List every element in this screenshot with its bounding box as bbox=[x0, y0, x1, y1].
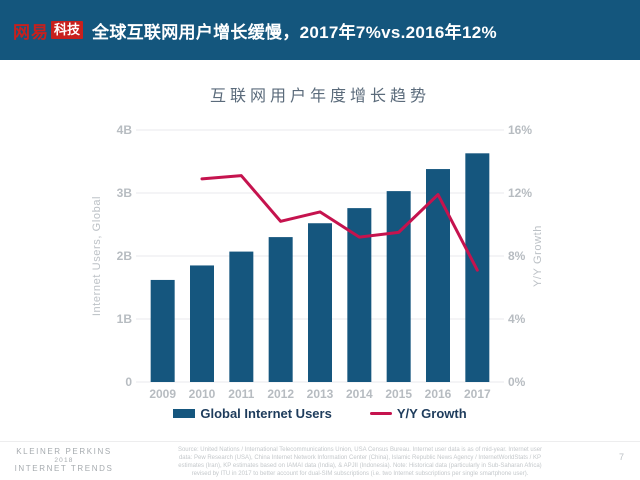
x-axis-label-2009: 2009 bbox=[149, 387, 176, 401]
netease-tech-logo: 网易 科技 bbox=[13, 18, 84, 43]
right-axis-title: Y/Y Growth bbox=[532, 225, 544, 287]
legend-item-users: Global Internet Users bbox=[173, 406, 332, 421]
x-axis-label-2012: 2012 bbox=[267, 387, 294, 401]
netease-logo-text: 网易 bbox=[13, 22, 49, 42]
left-axis-tick: 0 bbox=[125, 375, 132, 389]
brand-year: 2018 bbox=[54, 457, 74, 464]
legend-label-users: Global Internet Users bbox=[200, 406, 332, 421]
bar-2012 bbox=[268, 237, 293, 382]
x-axis-label-2016: 2016 bbox=[425, 387, 452, 401]
source-line-2: data: Pew Research (USA), China Internet… bbox=[178, 455, 542, 461]
growth-line bbox=[200, 174, 479, 272]
source-line-1: Source: United Nations / International T… bbox=[177, 447, 543, 453]
brand-report: INTERNET TRENDS bbox=[14, 464, 114, 473]
bar-2009 bbox=[150, 279, 175, 382]
line-swatch bbox=[369, 412, 392, 415]
right-axis-tick: 0% bbox=[508, 375, 526, 389]
right-axis-tick: 16% bbox=[508, 123, 532, 137]
page-number: 7 bbox=[618, 452, 624, 462]
footer-divider bbox=[0, 441, 640, 442]
kleiner-perkins-brand: KLEINER PERKINS 2018 INTERNET TRENDS bbox=[4, 447, 124, 473]
bar-2014 bbox=[347, 208, 372, 382]
x-axis-label-2013: 2013 bbox=[307, 387, 334, 401]
x-axis-label-2011: 2011 bbox=[228, 387, 254, 401]
bar-2010 bbox=[190, 265, 214, 382]
right-axis-tick: 4% bbox=[508, 312, 526, 326]
brand-name: KLEINER PERKINS bbox=[16, 447, 112, 456]
left-axis-tick: 4B bbox=[117, 123, 133, 137]
x-axis-label-2017: 2017 bbox=[464, 387, 491, 401]
bar-2011 bbox=[229, 251, 254, 382]
x-axis-label-2014: 2014 bbox=[346, 387, 373, 401]
chart-legend: Global Internet Users Y/Y Growth bbox=[0, 406, 640, 421]
header-bar: 网易 科技 全球互联网用户增长缓慢，2017年7%vs.2016年12% bbox=[0, 0, 640, 60]
left-axis-title: Internet Users, Global bbox=[91, 196, 103, 316]
bar-2016 bbox=[426, 169, 450, 382]
left-axis-tick: 2B bbox=[117, 249, 133, 263]
right-axis-tick: 8% bbox=[508, 249, 526, 263]
bar-2013 bbox=[308, 223, 332, 382]
source-line-3: estimates (Iran), KP estimates based on … bbox=[178, 463, 542, 469]
source-line-4: revised by ITU in 2017 to better account… bbox=[191, 471, 529, 477]
legend-label-growth: Y/Y Growth bbox=[396, 406, 467, 421]
source-note: Source: United Nations / International T… bbox=[158, 446, 562, 478]
x-axis-label-2010: 2010 bbox=[189, 387, 216, 401]
chart-title: 互联网用户年度增长趋势 bbox=[209, 88, 430, 105]
slide-title: 全球互联网用户增长缓慢，2017年7%vs.2016年12% bbox=[92, 22, 497, 42]
left-axis-tick: 3B bbox=[117, 186, 133, 200]
bar-2015 bbox=[386, 191, 411, 382]
tech-badge: 科技 bbox=[51, 20, 84, 40]
left-axis-tick: 1B bbox=[117, 312, 133, 326]
right-axis-tick: 12% bbox=[508, 186, 532, 200]
x-axis-label-2015: 2015 bbox=[385, 387, 412, 401]
legend-item-growth: Y/Y Growth bbox=[369, 406, 467, 421]
bar-swatch bbox=[173, 409, 196, 418]
